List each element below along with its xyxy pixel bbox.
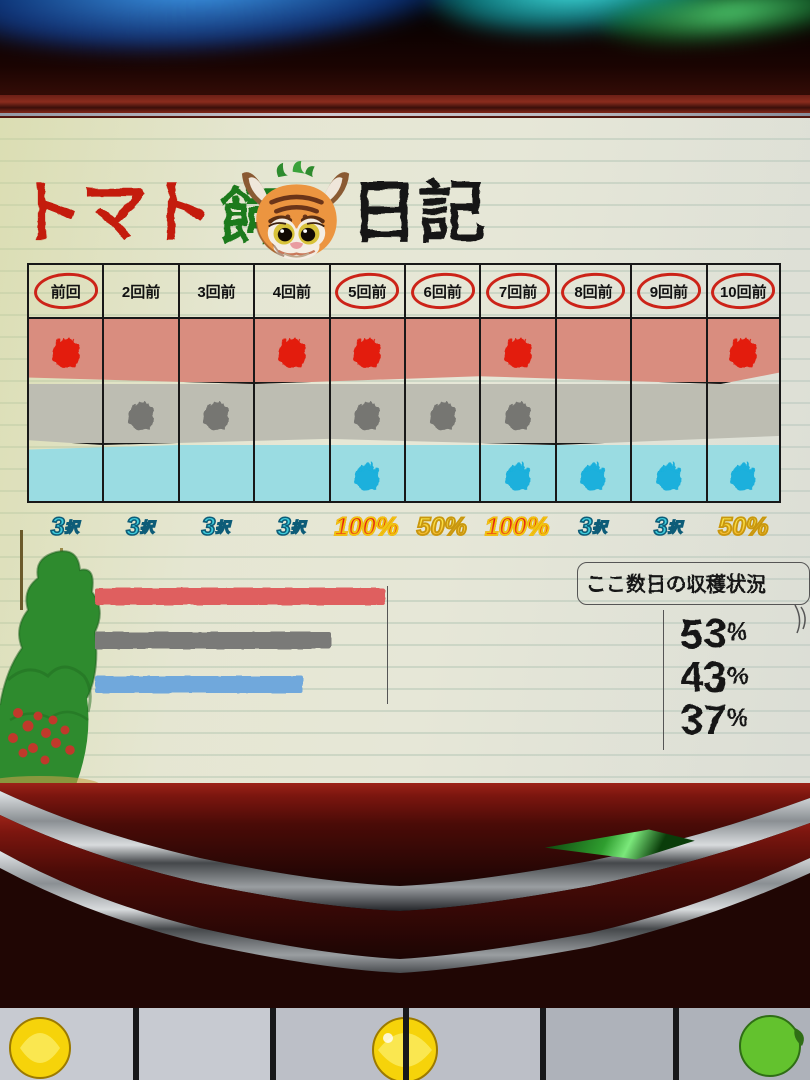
svg-text:37%: 37% bbox=[680, 696, 748, 743]
svg-text:43%: 43% bbox=[680, 653, 748, 700]
svg-text:トマト: トマト bbox=[16, 175, 211, 251]
svg-text:53%: 53% bbox=[680, 610, 748, 657]
svg-text:ここ数日の収穫状況: ここ数日の収穫状況 bbox=[586, 572, 766, 596]
svg-text:日記: 日記 bbox=[350, 175, 486, 251]
